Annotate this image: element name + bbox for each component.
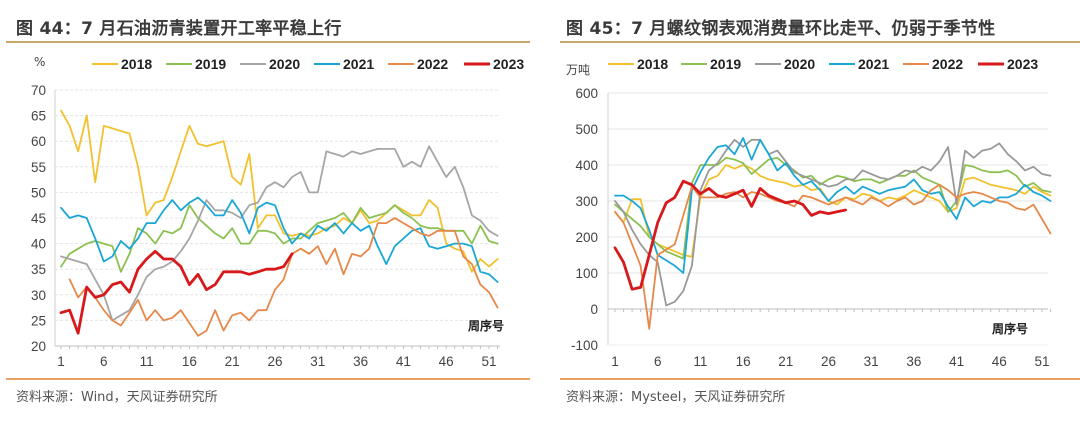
- y-tick-label: 70: [31, 83, 46, 98]
- x-tick-label: 16: [736, 354, 751, 369]
- chart-panel-asphalt: 图 44：7 月石油沥青装置开工率平稳上行 20 25 30 35 40 45 50 55 60…: [6, 19, 530, 405]
- y-tick-label: 500: [575, 122, 598, 137]
- x-tick-label: 11: [693, 354, 707, 369]
- x-tick-label: 21: [225, 354, 240, 369]
- y-tick-label: 100: [575, 266, 598, 281]
- chart-title: 图 45：7 月螺纹钢表观消费量环比走平、仍弱于季节性: [566, 19, 996, 39]
- y-tick-label: 45: [31, 211, 46, 226]
- x-axis-name: 周序号: [468, 318, 504, 333]
- series-line-2020: [614, 138, 1052, 307]
- x-tick-label: 46: [992, 354, 1007, 369]
- series-line-2023: [59, 249, 294, 335]
- x-tick-label: 41: [396, 354, 411, 369]
- x-tick-label: 36: [353, 354, 368, 369]
- y-tick-label: -100: [571, 338, 598, 353]
- x-tick-label: 31: [310, 354, 325, 369]
- source-note: 资料来源：Mysteel，天风证券研究所: [566, 390, 786, 405]
- y-unit-label: 万吨: [566, 63, 590, 77]
- x-tick-label: 11: [140, 354, 154, 369]
- footer-divider: [560, 378, 1080, 380]
- legend-label-2022: 2022: [417, 56, 448, 72]
- legend-label-2020: 2020: [269, 56, 300, 72]
- y-tick-label: 30: [31, 288, 46, 303]
- legend-label-2019: 2019: [195, 56, 226, 72]
- x-tick-label: 26: [821, 354, 836, 369]
- x-axis-name: 周序号: [992, 321, 1028, 336]
- y-tick-label: 55: [31, 160, 46, 175]
- x-tick-label: 6: [654, 354, 662, 369]
- legend-label-2021: 2021: [343, 56, 374, 72]
- x-tick-label: 41: [949, 354, 964, 369]
- y-tick-label: 0: [590, 302, 598, 317]
- title-divider: [560, 41, 1080, 43]
- y-tick-label: 600: [575, 86, 598, 101]
- series-line-2018: [614, 164, 1052, 258]
- series-line-2022: [614, 183, 1052, 330]
- series-line-2023: [613, 179, 848, 291]
- source-note: 资料来源：Wind，天风证券研究所: [16, 390, 218, 405]
- y-tick-label: 50: [31, 185, 46, 200]
- y-tick-label: 300: [575, 194, 598, 209]
- series-line-2021: [60, 196, 499, 283]
- series-line-2019: [614, 156, 1052, 260]
- x-tick-label: 1: [57, 354, 65, 369]
- legend-label-2020: 2020: [784, 56, 815, 72]
- legend-label-2023: 2023: [493, 56, 524, 72]
- series-line-2019: [60, 204, 499, 273]
- y-tick-label: 35: [31, 262, 46, 277]
- chart-title: 图 44：7 月石油沥青装置开工率平稳上行: [16, 19, 342, 39]
- title-divider: [6, 41, 530, 43]
- y-tick-label: 25: [31, 313, 46, 328]
- legend-label-2021: 2021: [858, 56, 889, 72]
- y-tick-label: 200: [575, 230, 598, 245]
- x-tick-label: 51: [481, 354, 496, 369]
- legend-label-2023: 2023: [1007, 56, 1038, 72]
- series-line-2020: [60, 145, 499, 322]
- y-tick-label: 40: [31, 237, 46, 252]
- y-tick-label: 20: [31, 339, 46, 354]
- legend-label-2022: 2022: [932, 56, 963, 72]
- gridlines: [55, 89, 500, 321]
- x-tick-label: 6: [100, 354, 108, 369]
- y-tick-label: 60: [31, 134, 46, 149]
- x-tick-label: 1: [611, 354, 619, 369]
- x-tick-label: 16: [182, 354, 197, 369]
- legend-label-2018: 2018: [637, 56, 668, 72]
- y-unit-label: %: [34, 55, 45, 69]
- series-line-2022: [68, 217, 499, 337]
- footer-divider: [6, 378, 530, 380]
- x-tick-label: 26: [267, 354, 282, 369]
- series-line-2021: [614, 137, 1052, 274]
- legend-label-2019: 2019: [710, 56, 741, 72]
- x-tick-label: 51: [1034, 354, 1049, 369]
- series-line-2018: [60, 109, 499, 273]
- x-tick-label: 36: [906, 354, 921, 369]
- x-tick-label: 46: [439, 354, 454, 369]
- y-tick-label: 400: [575, 158, 598, 173]
- x-tick-label: 31: [864, 354, 879, 369]
- chart-panel-rebar: 图 45：7 月螺纹钢表观消费量环比走平、仍弱于季节性 -100 0 100 200 3…: [548, 0, 1080, 423]
- y-tick-label: 65: [31, 109, 46, 124]
- legend-label-2018: 2018: [121, 56, 152, 72]
- x-tick-label: 21: [778, 354, 793, 369]
